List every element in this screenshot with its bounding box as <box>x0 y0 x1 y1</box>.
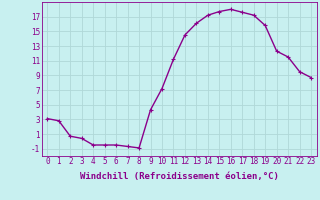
X-axis label: Windchill (Refroidissement éolien,°C): Windchill (Refroidissement éolien,°C) <box>80 172 279 181</box>
